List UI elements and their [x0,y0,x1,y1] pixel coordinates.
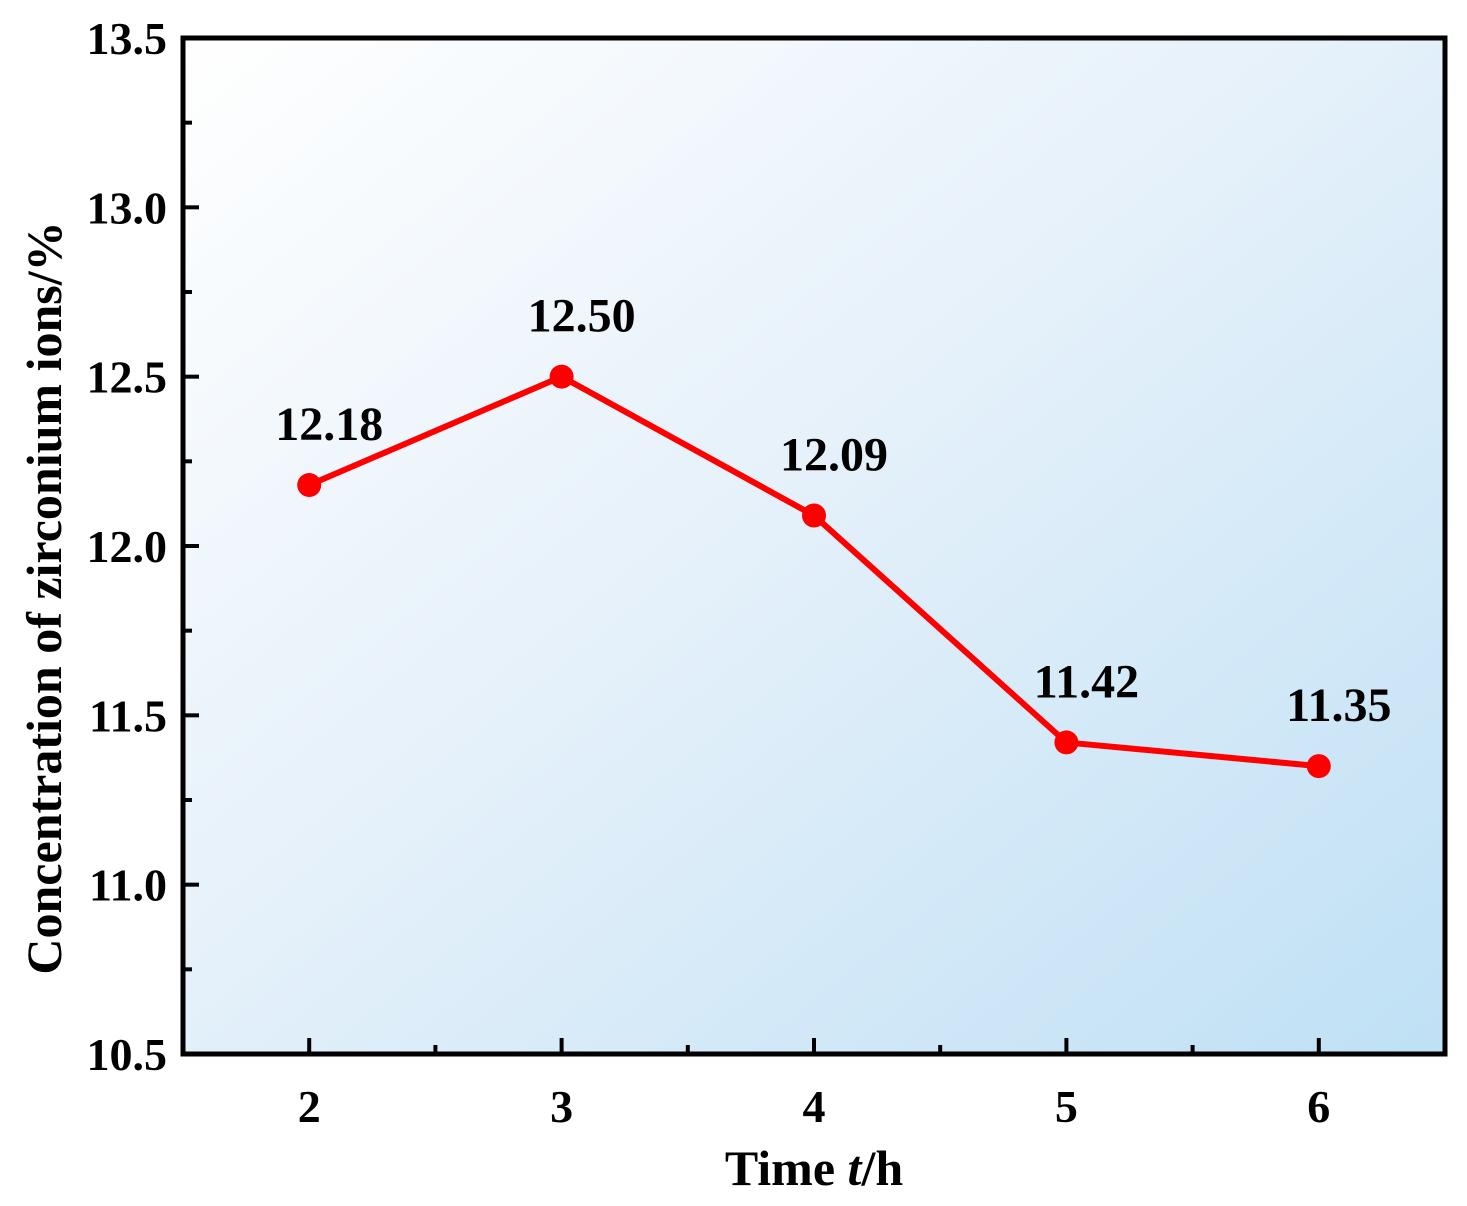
x-axis-title: Time t/h [725,1140,903,1196]
x-tick-label: 6 [1307,1081,1330,1132]
data-label: 11.42 [1034,655,1139,708]
y-tick-label: 13.5 [87,13,168,64]
y-tick-label: 11.5 [89,690,167,741]
y-tick-label: 12.0 [87,521,168,572]
y-axis-title: Concentration of zirconium ions/% [16,221,72,974]
data-label: 12.09 [780,429,888,482]
x-axis-title-prefix: Time [725,1140,848,1196]
y-tick-label: 10.5 [87,1029,168,1080]
data-markers [297,364,1331,779]
data-label: 11.35 [1286,679,1391,732]
data-point [1054,730,1079,755]
data-labels: 12.18 12.50 12.09 11.42 11.35 [275,290,1391,732]
x-tick-label: 3 [550,1081,573,1132]
x-axis-title-unit: /h [860,1140,903,1196]
x-tick-label: 5 [1055,1081,1078,1132]
x-tick-labels: 2 3 4 5 6 [298,1081,1331,1132]
data-point [549,364,574,389]
y-tick-label: 11.0 [89,860,167,911]
data-point [802,503,826,528]
x-axis-title-variable: t [848,1140,864,1196]
y-tick-labels: 10.5 11.0 11.5 12.0 12.5 13.0 13.5 [87,13,168,1080]
plot-frame [180,35,1448,1057]
data-label: 12.50 [528,290,636,343]
y-tick-label: 12.5 [87,352,168,403]
y-tick-label: 13.0 [87,182,168,233]
x-tick-label: 4 [803,1081,826,1132]
data-point [297,473,322,498]
plot-area-background [183,38,1445,1054]
data-point [1306,754,1331,779]
x-tick-label: 2 [298,1081,321,1132]
data-label: 12.18 [275,398,383,451]
